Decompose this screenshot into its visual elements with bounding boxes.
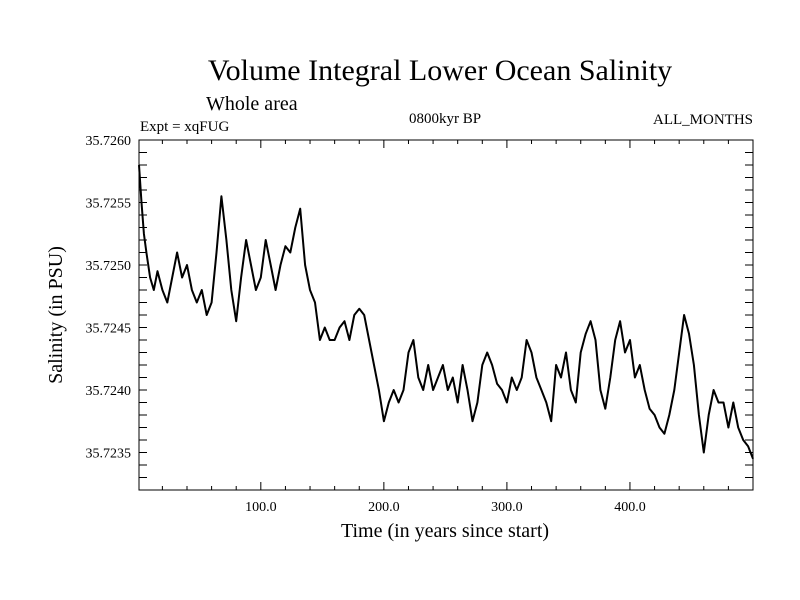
chart-subtitle: Whole area xyxy=(206,93,298,115)
plot-frame xyxy=(138,139,754,491)
x-tick-label: 400.0 xyxy=(614,500,646,515)
y-tick-label: 35.7245 xyxy=(86,322,132,337)
y-tick-label: 35.7260 xyxy=(86,134,132,149)
period-label: 0800kyr BP xyxy=(409,111,481,127)
y-tick-label: 35.7235 xyxy=(86,447,132,462)
x-axis-label: Time (in years since start) xyxy=(341,520,549,542)
x-tick-label: 100.0 xyxy=(245,500,277,515)
experiment-label: Expt = xqFUG xyxy=(140,119,229,135)
y-tick-labels: 35.7235 35.7240 35.7245 35.7250 35.7255 35.72… xyxy=(86,134,132,462)
chart-title: Volume Integral Lower Ocean Salinity xyxy=(208,54,672,87)
y-tick-label: 35.7240 xyxy=(86,384,132,399)
x-tick-labels: 100.0 200.0 300.0 400.0 xyxy=(245,500,646,515)
x-tick-label: 300.0 xyxy=(491,500,523,515)
y-tick-label: 35.7255 xyxy=(86,197,132,212)
x-tick-label: 200.0 xyxy=(368,500,400,515)
y-axis-label: Salinity (in PSU) xyxy=(45,246,67,384)
axis-ticks xyxy=(139,139,753,491)
salinity-series-line xyxy=(138,164,754,460)
y-tick-label: 35.7250 xyxy=(86,259,132,274)
months-label: ALL_MONTHS xyxy=(653,112,753,128)
